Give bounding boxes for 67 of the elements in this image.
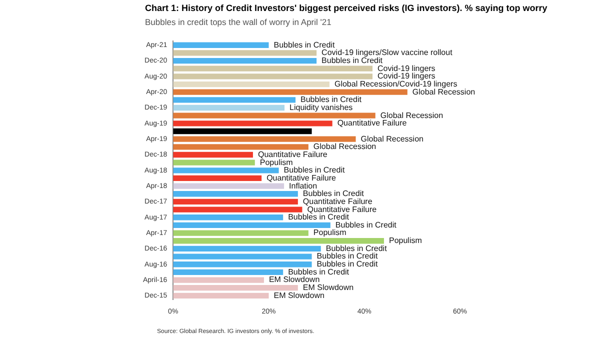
data-label: Quantitative Failure [302,196,373,206]
bar [173,97,296,103]
data-label: Quantitative Failure [307,204,378,214]
data-label: Bubbles in Credit [274,40,336,50]
data-label: EM Slowdown [302,283,354,292]
data-label: Global Recession [313,142,376,152]
data-label: Populism [260,158,294,167]
bar [173,74,372,80]
data-label: Bubbles in Credit [316,252,378,261]
data-label: Covid-19 lingers [378,72,436,81]
data-label: Bubbles in Credit [302,189,365,198]
bar [173,81,330,88]
bar [173,128,312,134]
bar [173,112,376,118]
data-label: Bubbles in Credit [284,166,346,175]
bar [173,198,298,205]
data-label: Quantitative Failure [258,150,328,159]
bar [173,120,332,126]
data-label: Bubbles in Credit [335,220,398,230]
data-label: Bubbles in Credit [288,212,350,222]
chart-subtitle: Bubbles in credit tops the wall of worry in April '21 [145,17,332,27]
bar [173,136,356,142]
data-label: Global Recession [412,87,476,96]
bar [173,144,308,150]
bar [173,183,284,189]
bar [173,175,262,182]
data-label: Global Recession [380,110,444,120]
bar [173,168,279,174]
bar [173,222,330,228]
data-label: Populism [388,236,422,246]
data-label: Global Recession [360,134,424,144]
bar [173,292,269,299]
data-label: Quantitative Failure [337,118,408,128]
data-label: Bubbles in Credit [326,244,388,253]
bar [173,246,321,252]
bar [173,89,408,95]
data-label: Bubbles in Credit [288,267,350,276]
bar [173,42,269,48]
chart-title: Chart 1: History of Credit Investors' biggest perceived risks (IG investors). % saying top worry [145,3,548,13]
bar [173,152,253,158]
data-label: Inflation [289,181,318,190]
bar [173,254,312,260]
bar [173,160,255,166]
data-label: Bubbles in Credit [300,95,362,104]
bar [173,238,384,244]
data-label: Bubbles in Credit [322,56,384,65]
data-label: Global Recession/Covid-19 lingers [334,79,458,88]
data-label: Liquidity vanishes [290,102,353,112]
bar [173,262,312,268]
data-label: Bubbles in Credit [316,260,378,269]
bar [173,285,298,291]
bar [173,230,308,236]
data-label: Covid-19 lingers [378,64,436,73]
data-label: Populism [313,228,347,238]
data-label: Quantitative Failure [266,173,336,182]
bar [173,104,285,111]
bar [173,269,284,276]
bar [173,206,302,212]
bar [173,58,317,64]
data-label: EM Slowdown [274,290,324,300]
bar [173,191,298,197]
bar [173,277,264,283]
data-label: EM Slowdown [268,275,320,284]
bar [173,214,284,220]
bar [173,66,372,72]
bar [173,50,317,56]
data-label: Covid-19 lingers/Slow vaccine rollout [322,48,454,58]
